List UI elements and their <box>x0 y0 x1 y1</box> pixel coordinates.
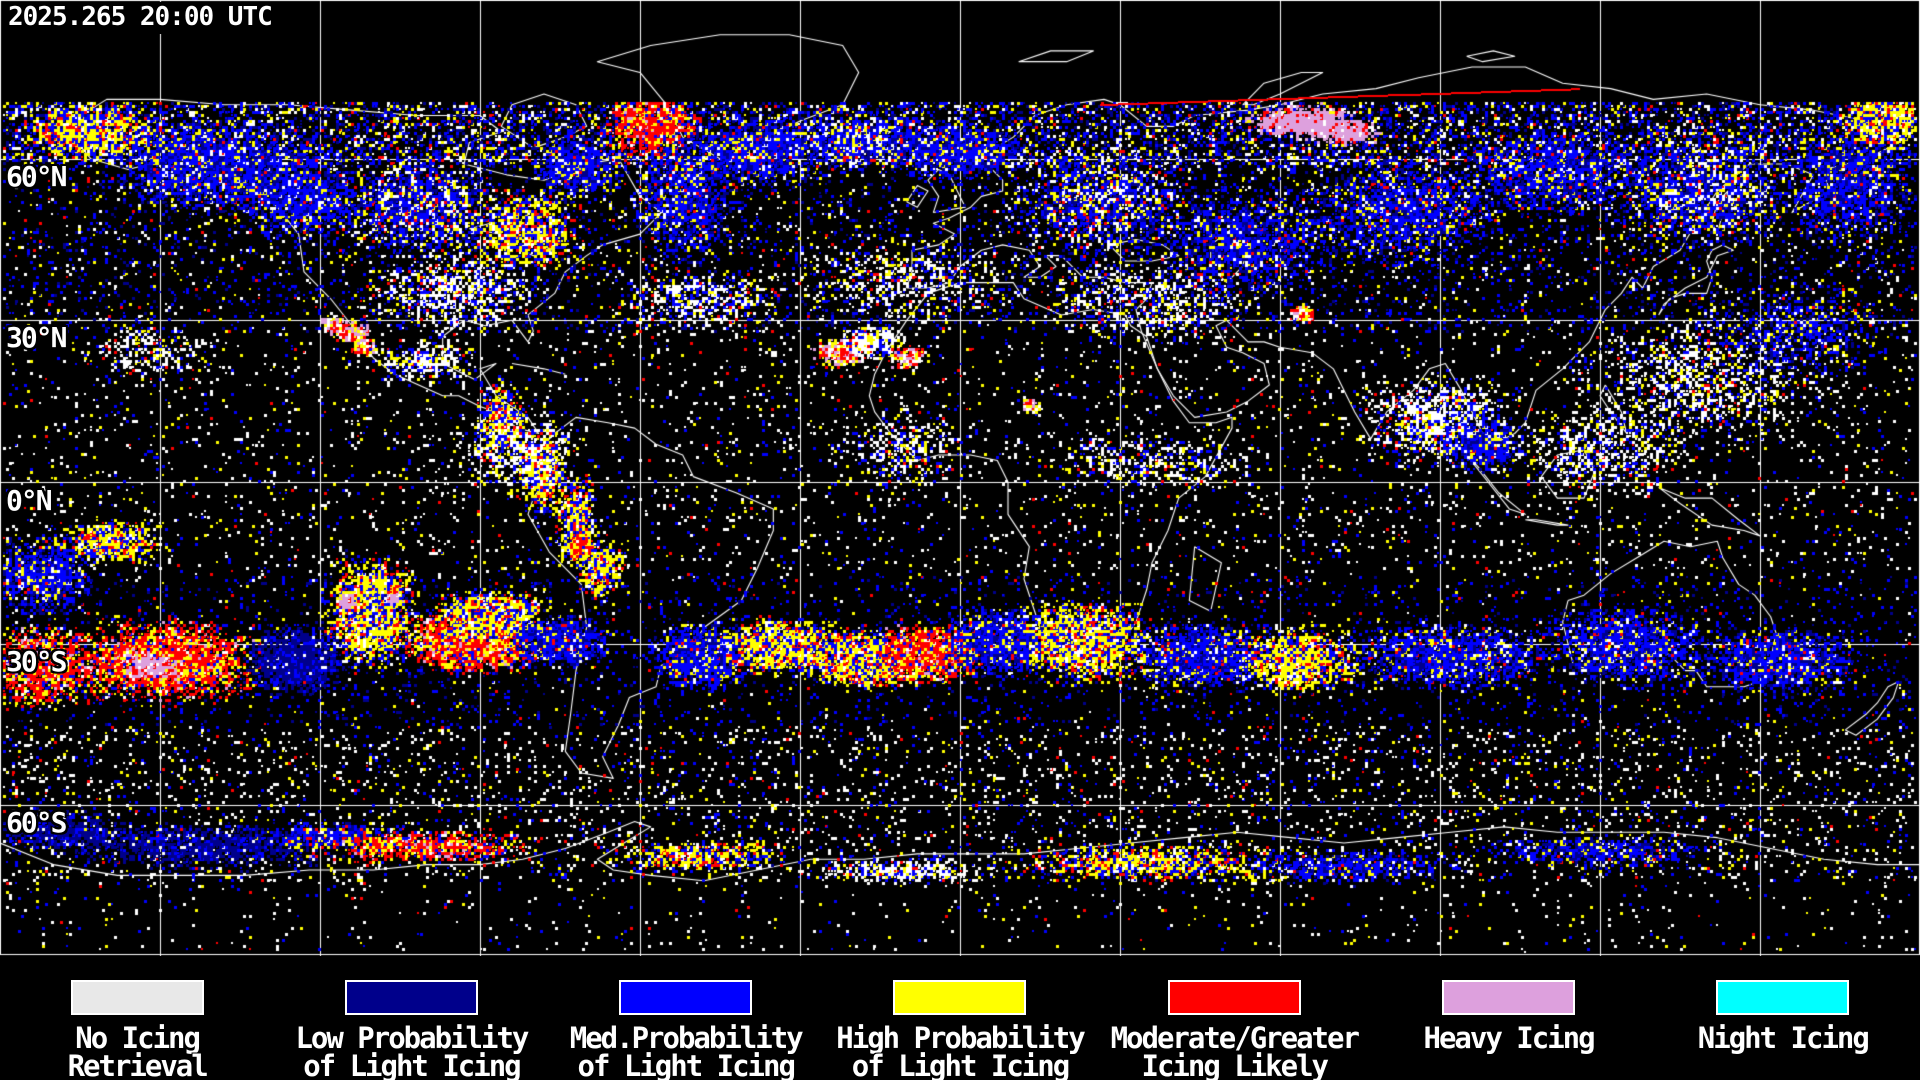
legend-label-line2: of Light Icing <box>303 1049 521 1080</box>
legend-label-line1: High Probability <box>836 1021 1085 1055</box>
legend-label-line1: Heavy Icing <box>1423 1021 1596 1055</box>
legend-swatch-night-icing <box>1716 980 1850 1015</box>
legend-swatch-low-probability <box>344 980 478 1015</box>
legend-item-heavy-icing: Heavy Icing <box>1371 956 1645 1080</box>
legend-item-low-probability: Low Probability of Light Icing <box>274 956 548 1080</box>
legend-item-no-icing: No Icing Retrieval <box>0 956 274 1080</box>
legend-label-line2: of Light Icing <box>851 1049 1070 1080</box>
legend-item-high-probability: High Probability of Light Icing <box>823 956 1097 1080</box>
legend-label-line2: Retrieval <box>67 1049 209 1080</box>
world-icing-map-canvas <box>0 0 1920 956</box>
legend-label-line1: No Icing <box>75 1021 201 1055</box>
legend-label-line1: Moderate/Greater <box>1110 1021 1360 1055</box>
legend-label-line2: of Light Icing <box>577 1049 795 1080</box>
legend-item-night-icing: Night Icing <box>1646 956 1920 1080</box>
legend-item-med-probability: Med.Probability of Light Icing <box>549 956 823 1080</box>
latitude-label-30s: 30°S <box>6 645 67 678</box>
legend-swatch-no-icing <box>70 980 204 1015</box>
legend-swatch-med-probability <box>619 980 753 1015</box>
legend-swatch-moderate-greater <box>1167 980 1301 1015</box>
latitude-label-60n: 60°N <box>6 160 67 193</box>
legend-swatch-heavy-icing <box>1442 980 1576 1015</box>
legend-label-line2: Icing Likely <box>1141 1049 1330 1080</box>
latitude-label-0n: 0°N <box>6 484 53 517</box>
legend-item-moderate-greater: Moderate/Greater Icing Likely <box>1097 956 1371 1080</box>
legend-label-line1: Night Icing <box>1697 1021 1870 1055</box>
legend: No Icing Retrieval Low Probability of Li… <box>0 956 1920 1080</box>
legend-swatch-high-probability <box>893 980 1027 1015</box>
latitude-label-30n: 30°N <box>6 321 67 354</box>
legend-label-line1: Med.Probability <box>569 1021 804 1055</box>
latitude-label-60s: 60°S <box>6 806 67 839</box>
timestamp: 2025.265 20:00 UTC <box>6 2 280 34</box>
legend-label-line1: Low Probability <box>295 1021 529 1055</box>
